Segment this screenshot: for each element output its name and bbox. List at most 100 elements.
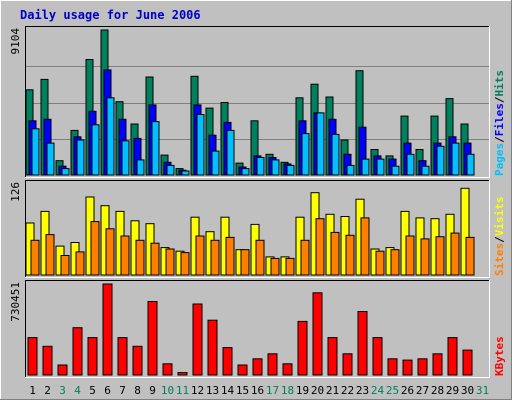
panel-kbytes: 730451 KBytes <box>9 280 506 378</box>
bar-kbytes-day-13 <box>207 319 218 376</box>
bar-pages-day-8 <box>136 159 145 176</box>
bar-kbytes-day-2 <box>42 345 53 376</box>
series-sites <box>30 217 475 276</box>
bar-kbytes-day-18 <box>282 363 293 376</box>
bar-pages-day-26 <box>406 153 415 176</box>
bar-kbytes-day-27 <box>417 358 428 376</box>
x-label-day-3: 3 <box>59 384 66 397</box>
bar-sites-day-17 <box>270 257 280 276</box>
bar-pages-day-30 <box>466 153 475 176</box>
bar-sites-day-11 <box>180 252 190 276</box>
chart-title: Daily usage for June 2006 <box>20 8 201 22</box>
bar-sites-day-6 <box>105 228 115 276</box>
x-label-day-26: 26 <box>401 384 414 397</box>
bar-kbytes-day-10 <box>162 363 173 376</box>
bar-pages-day-6 <box>106 97 115 176</box>
x-label-day-11: 11 <box>176 384 189 397</box>
bar-pages-day-22 <box>346 164 355 176</box>
series-kbytes <box>27 283 473 376</box>
bar-pages-day-13 <box>211 150 220 176</box>
bar-sites-day-4 <box>75 251 85 276</box>
bar-kbytes-day-15 <box>237 364 248 376</box>
x-label-day-15: 15 <box>236 384 249 397</box>
bar-sites-day-15 <box>240 249 250 276</box>
bar-kbytes-day-11 <box>177 372 188 376</box>
legend-visits-sites: Sites/Visits <box>493 197 506 277</box>
x-label-day-22: 22 <box>341 384 354 397</box>
x-label-day-28: 28 <box>431 384 444 397</box>
bar-sites-day-23 <box>360 217 370 276</box>
bar-kbytes-day-5 <box>87 337 98 376</box>
bar-sites-day-13 <box>210 239 220 276</box>
legend-entry: Visits <box>493 197 506 237</box>
bar-kbytes-day-17 <box>267 353 278 376</box>
bar-kbytes-day-29 <box>447 337 458 376</box>
panel-hits-files-pages: 9104 Pages/Files/Hits <box>9 26 506 178</box>
bar-pages-day-21 <box>331 133 340 176</box>
x-label-day-31: 31 <box>476 384 489 397</box>
bar-kbytes-day-8 <box>132 345 143 376</box>
x-axis-labels: 1 2 3 4 5 6 7 8 9 10 11 12 13 14 15 16 17 18 19 20 21 22 23 24 2… <box>29 384 489 397</box>
bar-sites-day-18 <box>285 257 295 276</box>
legend-hits-files-pages: Pages/Files/Hits <box>493 70 506 176</box>
bar-sites-day-26 <box>405 235 415 276</box>
bar-kbytes-day-20 <box>312 292 323 376</box>
x-label-day-20: 20 <box>311 384 324 397</box>
x-label-day-7: 7 <box>119 384 126 397</box>
bar-sites-day-24 <box>375 250 385 276</box>
bar-kbytes-day-12 <box>192 303 203 376</box>
bar-pages-day-24 <box>376 158 385 176</box>
bar-pages-day-5 <box>91 124 100 176</box>
x-label-day-14: 14 <box>221 384 235 397</box>
x-label-day-6: 6 <box>104 384 111 397</box>
panels: 9104 Pages/Files/Hits 126Sites/Visits73045… <box>9 26 506 378</box>
bar-kbytes-day-28 <box>432 353 443 376</box>
bar-kbytes-day-22 <box>342 353 353 376</box>
bar-pages-day-27 <box>421 165 430 176</box>
x-label-day-27: 27 <box>416 384 429 397</box>
bar-sites-day-25 <box>390 249 400 276</box>
bar-kbytes-day-16 <box>252 358 263 376</box>
legend-entry: / <box>493 236 506 243</box>
bar-visits-day-30 <box>460 187 470 276</box>
bar-sites-day-21 <box>330 231 340 276</box>
x-label-day-21: 21 <box>326 384 339 397</box>
x-label-day-1: 1 <box>29 384 36 397</box>
bar-pages-day-10 <box>166 164 175 176</box>
bar-kbytes-day-9 <box>147 301 158 376</box>
legend-entry: KBytes <box>493 336 506 376</box>
legend-entry: Files <box>493 103 506 136</box>
bar-sites-day-28 <box>435 236 445 276</box>
bar-pages-day-19 <box>301 133 310 176</box>
bar-sites-day-8 <box>135 239 145 276</box>
x-label-day-24: 24 <box>371 384 385 397</box>
bar-sites-day-16 <box>255 239 265 276</box>
legend-entry: / <box>493 136 506 143</box>
bar-kbytes-day-24 <box>372 337 383 376</box>
bar-pages-day-20 <box>316 112 325 176</box>
bar-pages-day-7 <box>121 140 130 176</box>
bar-pages-day-1 <box>31 128 40 176</box>
x-label-day-25: 25 <box>386 384 399 397</box>
bar-sites-day-29 <box>450 232 460 276</box>
bar-pages-day-11 <box>181 170 190 176</box>
x-label-day-17: 17 <box>266 384 279 397</box>
x-label-day-8: 8 <box>134 384 141 397</box>
x-label-day-4: 4 <box>74 384 81 397</box>
bar-pages-day-9 <box>151 121 160 176</box>
panel-visits-sites: 126 Sites/Visits <box>9 180 506 278</box>
bar-sites-day-3 <box>60 255 70 276</box>
bar-sites-day-10 <box>165 248 175 276</box>
bar-kbytes-day-25 <box>387 358 398 376</box>
bar-sites-day-7 <box>120 235 130 276</box>
bar-sites-day-14 <box>225 236 235 276</box>
bar-kbytes-day-23 <box>357 311 368 376</box>
bar-sites-day-9 <box>150 242 160 276</box>
y-max-label: 9104 <box>9 28 22 55</box>
x-label-day-10: 10 <box>161 384 174 397</box>
x-label-day-29: 29 <box>446 384 459 397</box>
bar-pages-day-17 <box>271 159 280 176</box>
bar-kbytes-day-19 <box>297 320 308 376</box>
